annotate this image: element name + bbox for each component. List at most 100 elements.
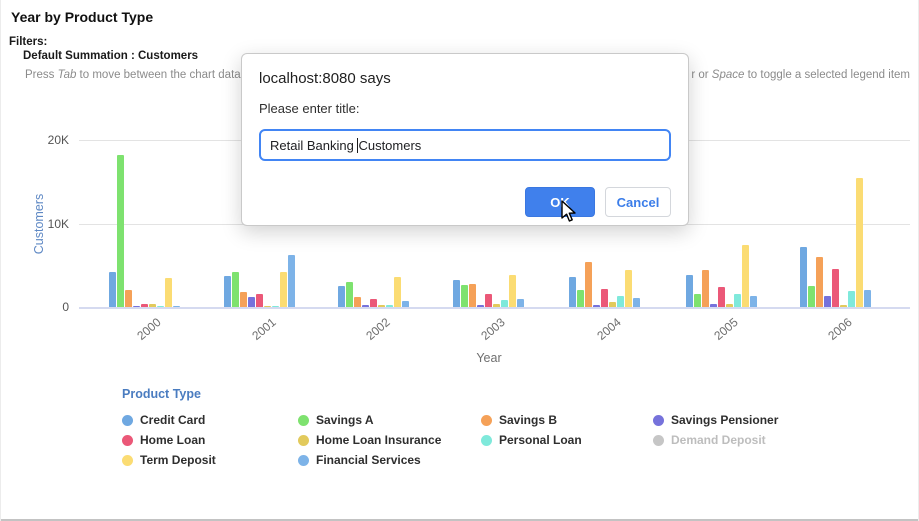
legend-label: Credit Card (140, 413, 206, 427)
bar-home-loan-insurance-2002[interactable] (378, 305, 385, 307)
bar-savings-pensioner-2000[interactable] (133, 306, 140, 307)
bar-personal-loan-2002[interactable] (386, 305, 393, 307)
bar-financial-services-2001[interactable] (288, 255, 295, 307)
bar-savings-a-2003[interactable] (461, 285, 468, 307)
bar-financial-services-2002[interactable] (402, 301, 409, 307)
legend-label: Savings B (499, 413, 558, 427)
cancel-button[interactable]: Cancel (605, 187, 671, 217)
bar-home-loan-insurance-2003[interactable] (493, 304, 500, 307)
bar-savings-a-2005[interactable] (694, 294, 701, 307)
instructions-right: r or Space to toggle a selected legend i… (691, 69, 910, 81)
bar-savings-b-2000[interactable] (125, 290, 132, 307)
bar-group-2004 (569, 262, 641, 307)
bar-home-loan-2006[interactable] (832, 269, 839, 307)
bar-term-deposit-2001[interactable] (280, 272, 287, 307)
legend-item-home-loan-insurance[interactable]: Home Loan Insurance (298, 433, 481, 447)
bar-personal-loan-2005[interactable] (734, 294, 741, 307)
bar-home-loan-insurance-2000[interactable] (149, 304, 156, 307)
bar-savings-pensioner-2005[interactable] (710, 304, 717, 307)
legend-swatch-icon (298, 414, 309, 426)
bar-home-loan-insurance-2001[interactable] (264, 306, 271, 307)
bar-credit-card-2001[interactable] (224, 276, 231, 307)
bar-savings-pensioner-2004[interactable] (593, 305, 600, 307)
bar-savings-a-2004[interactable] (577, 290, 584, 307)
bar-home-loan-2004[interactable] (601, 289, 608, 307)
bar-savings-b-2001[interactable] (240, 292, 247, 307)
legend-item-personal-loan[interactable]: Personal Loan (481, 433, 653, 447)
bar-home-loan-insurance-2004[interactable] (609, 302, 616, 307)
bar-personal-loan-2006[interactable] (848, 291, 855, 307)
legend-item-financial-services[interactable]: Financial Services (298, 453, 481, 467)
bar-savings-b-2002[interactable] (354, 297, 361, 307)
bar-term-deposit-2006[interactable] (856, 178, 863, 307)
bar-term-deposit-2002[interactable] (394, 277, 401, 307)
dialog-buttons: OK Cancel (259, 187, 671, 217)
bar-savings-b-2003[interactable] (469, 284, 476, 307)
bar-personal-loan-2000[interactable] (157, 306, 164, 307)
bar-personal-loan-2001[interactable] (272, 306, 279, 307)
bar-term-deposit-2003[interactable] (509, 275, 516, 307)
frame-bottom-border (1, 519, 918, 521)
bar-home-loan-2001[interactable] (256, 294, 263, 307)
bar-financial-services-2006[interactable] (864, 290, 871, 307)
legend-label: Home Loan (140, 433, 206, 447)
x-tick-2001: 2001 (249, 315, 279, 343)
bar-personal-loan-2004[interactable] (617, 296, 624, 307)
bar-savings-pensioner-2003[interactable] (477, 305, 484, 307)
bar-savings-a-2006[interactable] (808, 286, 815, 307)
bar-home-loan-2002[interactable] (370, 299, 377, 307)
bar-home-loan-2005[interactable] (718, 287, 725, 307)
bar-savings-pensioner-2006[interactable] (824, 296, 831, 307)
bar-home-loan-2000[interactable] (141, 304, 148, 307)
bar-credit-card-2004[interactable] (569, 277, 576, 307)
y-tick-10k: 10K (47, 217, 69, 231)
input-text-before-caret: Retail Banking (270, 137, 358, 153)
legend-item-savings-b[interactable]: Savings B (481, 413, 653, 427)
dialog-title: localhost:8080 says (259, 70, 391, 87)
legend-item-savings-pensioner[interactable]: Savings Pensioner (653, 413, 823, 427)
bar-savings-b-2006[interactable] (816, 257, 823, 307)
bar-savings-b-2005[interactable] (702, 270, 709, 307)
bar-financial-services-2000[interactable] (173, 306, 180, 307)
bar-savings-a-2000[interactable] (117, 155, 124, 307)
legend-item-term-deposit[interactable]: Term Deposit (122, 453, 298, 467)
x-axis-title: Year (476, 351, 502, 365)
legend-item-demand-deposit[interactable]: Demand Deposit (653, 433, 823, 447)
x-axis-line (79, 307, 910, 309)
bar-credit-card-2003[interactable] (453, 280, 460, 307)
bar-savings-a-2001[interactable] (232, 272, 239, 307)
bar-savings-pensioner-2002[interactable] (362, 305, 369, 307)
filters-label: Filters: (9, 36, 48, 48)
legend-title: Product Type (122, 387, 201, 401)
bar-group-2003 (453, 275, 525, 307)
bar-financial-services-2004[interactable] (633, 298, 640, 307)
legend-item-savings-a[interactable]: Savings A (298, 413, 481, 427)
bar-credit-card-2000[interactable] (109, 272, 116, 307)
legend-swatch-icon (122, 414, 133, 426)
keyboard-instructions: Press Tab to move between the chart data… (1, 69, 918, 83)
bar-savings-b-2004[interactable] (585, 262, 592, 307)
bar-home-loan-insurance-2005[interactable] (726, 304, 733, 307)
ok-button[interactable]: OK (525, 187, 595, 217)
bar-financial-services-2003[interactable] (517, 299, 524, 307)
bar-home-loan-2003[interactable] (485, 294, 492, 307)
bar-credit-card-2002[interactable] (338, 286, 345, 307)
y-tick-20k: 20K (47, 133, 69, 147)
legend-label: Savings A (316, 413, 374, 427)
bar-term-deposit-2005[interactable] (742, 245, 749, 307)
bar-term-deposit-2000[interactable] (165, 278, 172, 307)
legend-swatch-icon (481, 434, 492, 446)
bar-personal-loan-2003[interactable] (501, 300, 508, 307)
bar-credit-card-2006[interactable] (800, 247, 807, 307)
bar-home-loan-insurance-2006[interactable] (840, 305, 847, 307)
legend-item-credit-card[interactable]: Credit Card (122, 413, 298, 427)
bar-financial-services-2005[interactable] (750, 296, 757, 307)
bar-term-deposit-2004[interactable] (625, 270, 632, 307)
page-title: Year by Product Type (11, 9, 154, 25)
title-input[interactable]: Retail Banking Customers (259, 129, 671, 161)
bar-savings-a-2002[interactable] (346, 282, 353, 307)
legend-item-home-loan[interactable]: Home Loan (122, 433, 298, 447)
bar-savings-pensioner-2001[interactable] (248, 297, 255, 307)
bar-credit-card-2005[interactable] (686, 275, 693, 307)
